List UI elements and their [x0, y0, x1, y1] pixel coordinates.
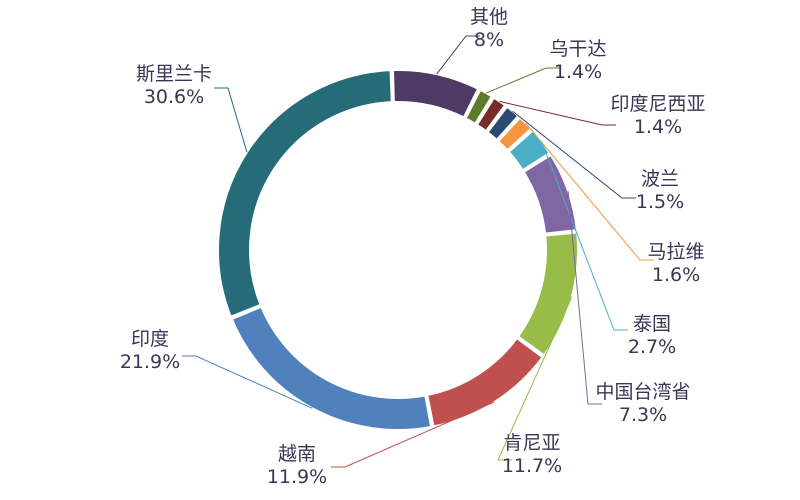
leader-line: [512, 110, 636, 199]
donut-slice: [426, 336, 544, 428]
slice-value-label: 1.4%: [634, 116, 682, 138]
slice-value-label: 30.6%: [144, 86, 204, 108]
slice-label: 马拉维: [647, 241, 704, 263]
leader-line: [497, 296, 573, 461]
slice-value-label: 21.9%: [120, 351, 180, 373]
donut-slice: [486, 105, 520, 142]
donut-slice: [516, 231, 579, 357]
slices-layer: [217, 69, 579, 431]
donut-slice: [475, 96, 507, 133]
slice-value-label: 11.9%: [267, 466, 327, 488]
slice-value-label: 1.5%: [636, 191, 684, 213]
leader-line: [214, 87, 248, 153]
labels-layer: 其他8% 乌干达1.4%印度尼西亚1.4%波兰1.5%马拉维1.6%泰国2.7%中…: [120, 6, 706, 488]
donut-slice: [507, 129, 551, 172]
leader-line: [182, 355, 313, 409]
slice-label: 乌干达: [549, 38, 606, 60]
donut-slice: [230, 305, 433, 431]
donut-slice: [391, 69, 480, 119]
slice-label: 中国台湾省: [595, 381, 690, 403]
leader-line: [541, 141, 628, 331]
slice-value-label: 8%: [474, 29, 504, 51]
donut-slice: [522, 153, 578, 235]
slice-label: 肯尼亚: [503, 432, 560, 454]
leader-line: [436, 35, 480, 75]
donut-slice: [217, 69, 393, 319]
slice-label: 泰国: [633, 313, 671, 335]
slice-label: 印度尼西亚: [610, 93, 705, 115]
slice-label: 斯里兰卡: [136, 63, 212, 85]
slice-value-label: 7.3%: [619, 404, 667, 426]
slice-value-label: 1.4%: [554, 61, 602, 83]
slice-value-label: 11.7%: [502, 455, 562, 477]
slice-label: 越南: [278, 443, 316, 465]
donut-slice: [496, 116, 533, 152]
slice-label: 波兰: [641, 168, 679, 190]
slice-value-label: 2.7%: [628, 336, 676, 358]
leader-lines-layer: [182, 35, 654, 468]
slice-label: 印度: [131, 328, 169, 350]
donut-slice: [464, 88, 494, 126]
leader-line: [499, 100, 616, 126]
slice-value-label: 1.6%: [652, 264, 700, 286]
leader-line: [331, 401, 495, 468]
slice-label: 其他: [470, 6, 508, 28]
leader-line: [485, 67, 560, 94]
leader-line: [525, 122, 654, 261]
leader-line: [567, 191, 602, 405]
